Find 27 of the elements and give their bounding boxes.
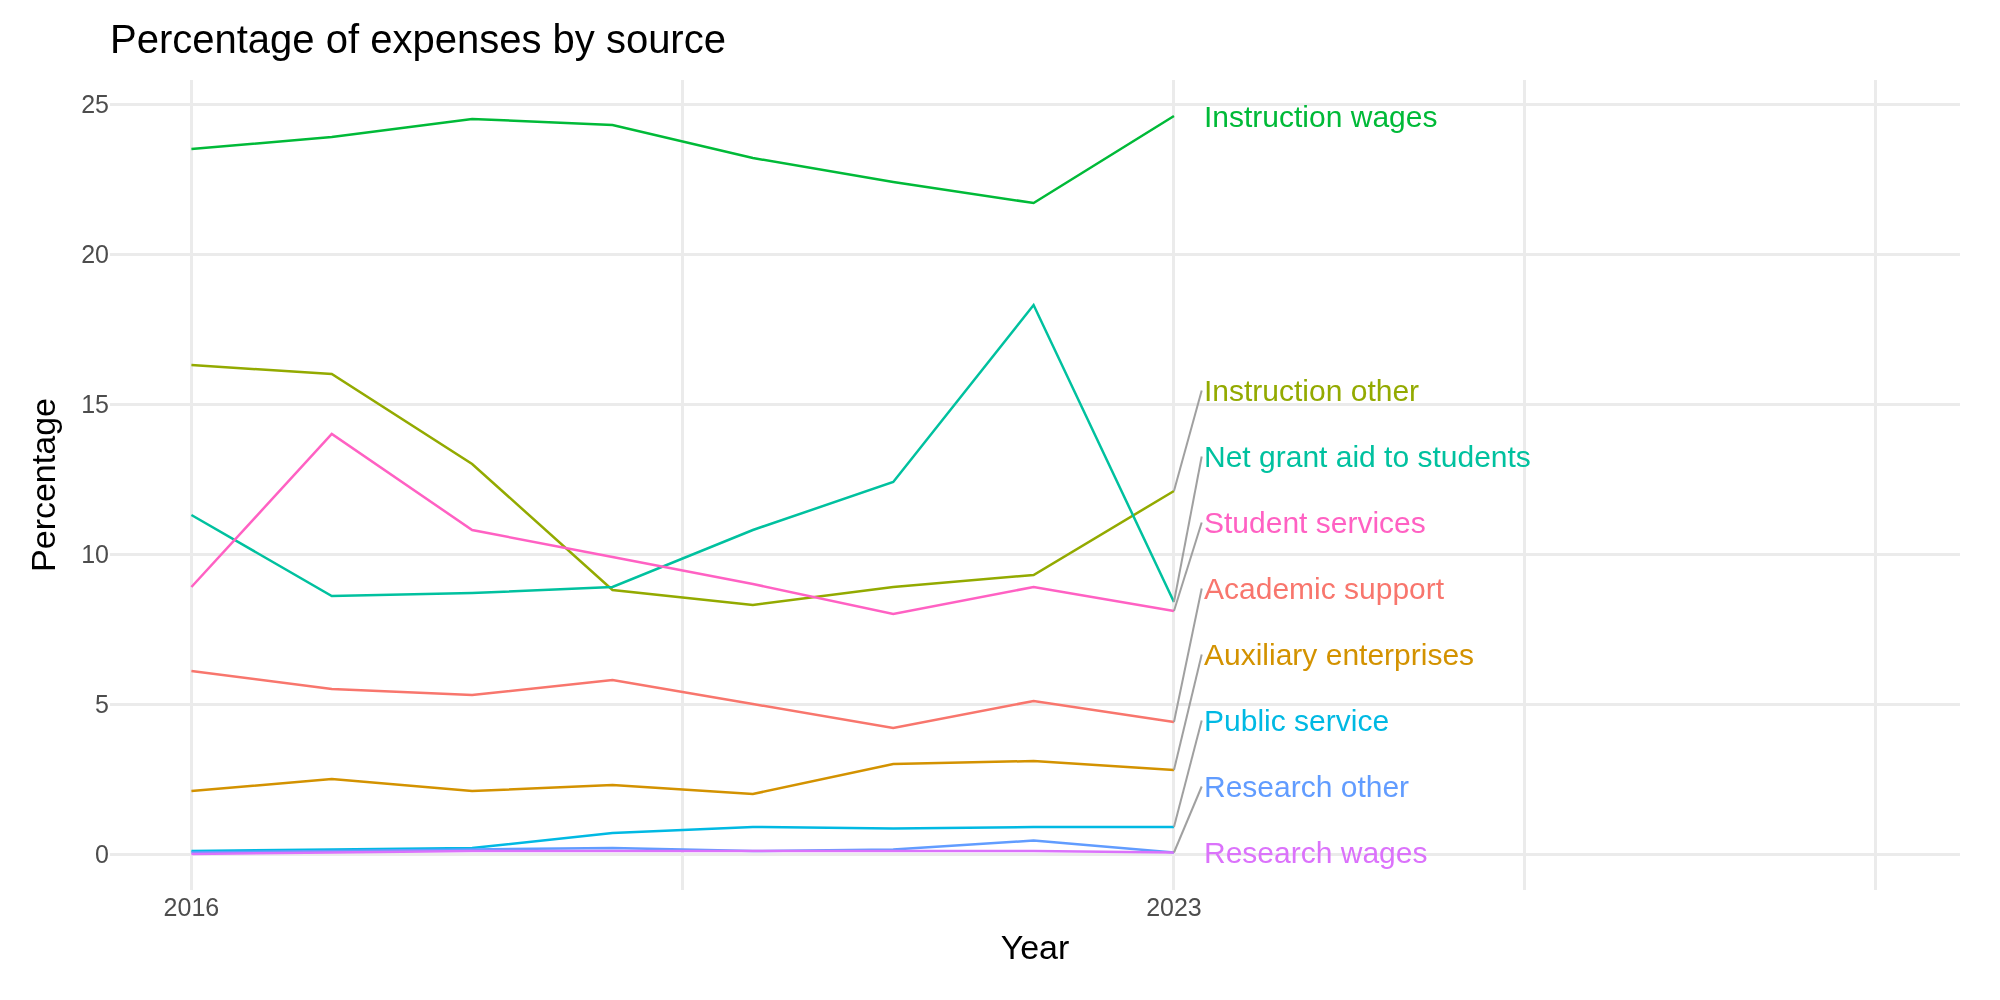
- y-tick-label: 25: [81, 89, 109, 118]
- text: Student services: [1204, 506, 1426, 539]
- series-label: Research other: [1204, 770, 1410, 803]
- text: Instruction other: [1204, 374, 1420, 407]
- series-label: Research wages: [1204, 836, 1428, 869]
- text: Academic support: [1204, 572, 1445, 605]
- line-series: [190, 759, 1176, 796]
- text: Public service: [1204, 704, 1390, 737]
- x-axis-title: Year: [1000, 928, 1070, 967]
- text: Auxiliary enterprises: [1204, 638, 1475, 671]
- text: Net grant aid to students: [1204, 440, 1531, 473]
- y-axis-title: Percentage: [23, 398, 62, 572]
- chart-title: Percentage of expenses by source: [110, 17, 726, 61]
- y-tick-label: 5: [95, 689, 109, 718]
- x-tick-label: 2023: [1146, 893, 1202, 921]
- y-tick-label: 15: [81, 389, 109, 418]
- line-series: [190, 825, 1176, 853]
- line-series: [190, 669, 1176, 730]
- y-tick-label: 0: [95, 839, 109, 868]
- line-series: [190, 432, 1176, 616]
- y-tick-label: 10: [81, 539, 109, 568]
- line-series: [190, 303, 1176, 604]
- line-series: [190, 114, 1176, 205]
- series-label: Instruction wages: [1204, 100, 1438, 133]
- y-tick-label: 20: [81, 239, 109, 268]
- x-tick-label: 2016: [163, 893, 220, 921]
- line-series: [190, 363, 1176, 607]
